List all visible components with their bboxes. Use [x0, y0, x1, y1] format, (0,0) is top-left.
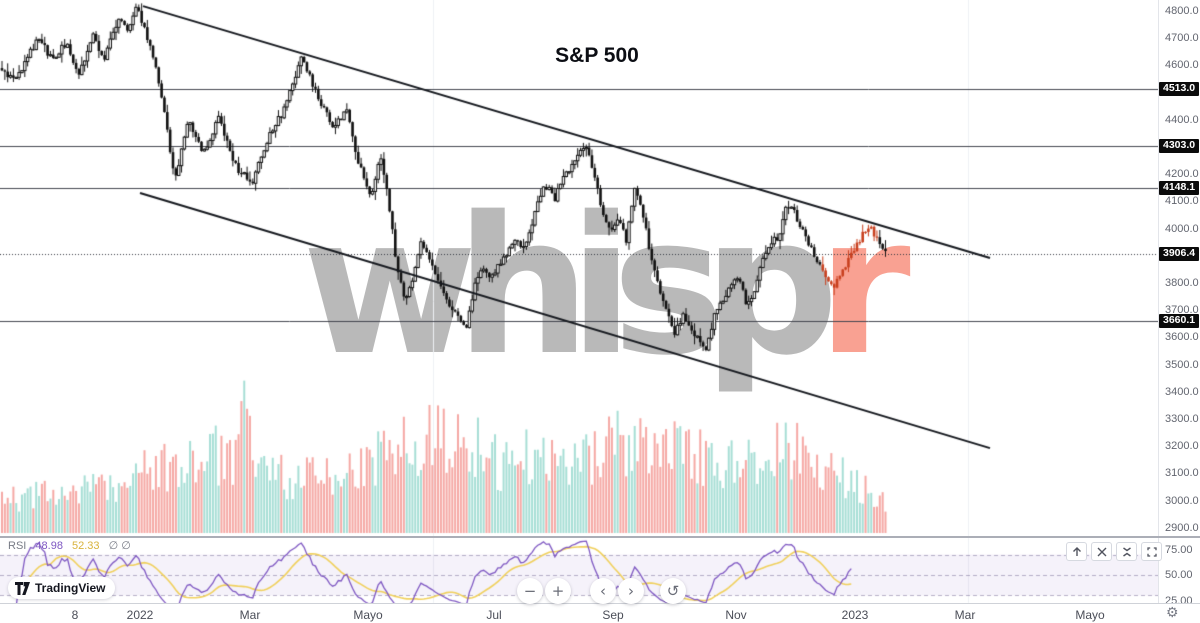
collapse-pane-button[interactable] [1116, 542, 1137, 561]
price-tick-label: 3200.0 [1165, 440, 1199, 453]
rsi-tick-label: 50.00 [1165, 569, 1193, 581]
rsi-empty-values: ∅ ∅ [108, 540, 131, 552]
time-tick-label: 8 [71, 608, 79, 622]
tradingview-logo-text: TradingView [35, 581, 106, 595]
price-tick-label: 4700.0 [1165, 32, 1199, 45]
price-tick-label: 3300.0 [1165, 413, 1199, 425]
maximize-icon [1146, 546, 1157, 557]
reset-icon: ↺ [666, 582, 680, 600]
price-tick-label: 4800.0 [1165, 5, 1199, 17]
settings-gear-icon: ⚙ [1166, 604, 1179, 620]
price-tick-label: 4100.0 [1165, 195, 1199, 208]
price-level-label: 3660.1 [1159, 314, 1200, 329]
price-tick-label: 4600.0 [1165, 59, 1199, 72]
close-pane-button[interactable] [1091, 542, 1112, 561]
rsi-pane-buttons [1066, 542, 1162, 561]
arrow-up-icon [1072, 546, 1081, 556]
time-tick-label: Sep [602, 608, 624, 622]
price-tick-label: 3000.0 [1165, 494, 1199, 507]
collapse-icon [1122, 546, 1131, 557]
tradingview-logo[interactable]: TradingView [8, 577, 116, 599]
price-tick-label: 3400.0 [1165, 385, 1199, 398]
time-tick-label: Nov [725, 608, 747, 622]
pane-separator[interactable] [0, 536, 1200, 538]
tradingview-logo-icon [15, 581, 30, 595]
price-tick-label: 3800.0 [1165, 277, 1199, 289]
time-tick-label: 2022 [126, 608, 154, 622]
time-scale[interactable]: 8 2022 Mar Mayo Jul Sep Nov 2023 Mar Mayo [0, 603, 1200, 623]
price-tick-label: 2900.0 [1165, 521, 1199, 534]
rsi-ma-value: 52.33 [72, 540, 100, 552]
price-tick-label: 3700.0 [1165, 304, 1199, 317]
time-tick-label: Jul [486, 608, 502, 622]
close-icon [1097, 547, 1106, 556]
time-tick-label: Mayo [353, 608, 383, 622]
plus-icon: + [551, 582, 565, 600]
time-tick-label: Mar [954, 608, 976, 622]
price-level-label: 4303.0 [1159, 139, 1200, 154]
time-tick-label: Mar [239, 608, 261, 622]
price-scale[interactable]: 4800.0 4700.0 4600.0 4400.0 4200.0 4100.0 4000… [1158, 0, 1200, 623]
price-tick-label: 4200.0 [1165, 168, 1199, 181]
rsi-indicator-legend[interactable]: RSI 48.98 52.33 ∅ ∅ [8, 539, 137, 552]
price-tick-label: 3600.0 [1165, 331, 1199, 344]
chevron-left-icon: ‹ [600, 582, 606, 600]
price-tick-label: 3500.0 [1165, 358, 1199, 371]
move-pane-up-button[interactable] [1066, 542, 1087, 561]
time-tick-label: Mayo [1075, 608, 1105, 622]
rsi-label: RSI [8, 540, 27, 552]
price-tick-label: 4400.0 [1165, 113, 1199, 126]
time-tick-label: 2023 [841, 608, 869, 622]
zoom-out-button[interactable]: − [517, 578, 543, 604]
minus-icon: − [523, 582, 537, 600]
price-tick-label: 4000.0 [1165, 222, 1199, 235]
last-price-label: 3906.4 [1159, 247, 1200, 262]
price-level-label: 4513.0 [1159, 82, 1200, 97]
price-level-label: 4148.1 [1159, 181, 1200, 196]
zoom-in-button[interactable]: + [545, 578, 571, 604]
rsi-value: 48.98 [35, 540, 63, 552]
chevron-right-icon: › [628, 582, 634, 600]
scroll-left-button[interactable]: ‹ [590, 578, 616, 604]
maximize-pane-button[interactable] [1141, 542, 1162, 561]
reset-chart-button[interactable]: ↺ [660, 578, 686, 604]
timezone-settings-button[interactable]: ⚙ [1166, 605, 1179, 619]
chart-title: S&P 500 [555, 44, 639, 67]
price-tick-label: 3100.0 [1165, 467, 1199, 480]
rsi-tick-label: 75.00 [1165, 543, 1193, 556]
scroll-right-button[interactable]: › [618, 578, 644, 604]
